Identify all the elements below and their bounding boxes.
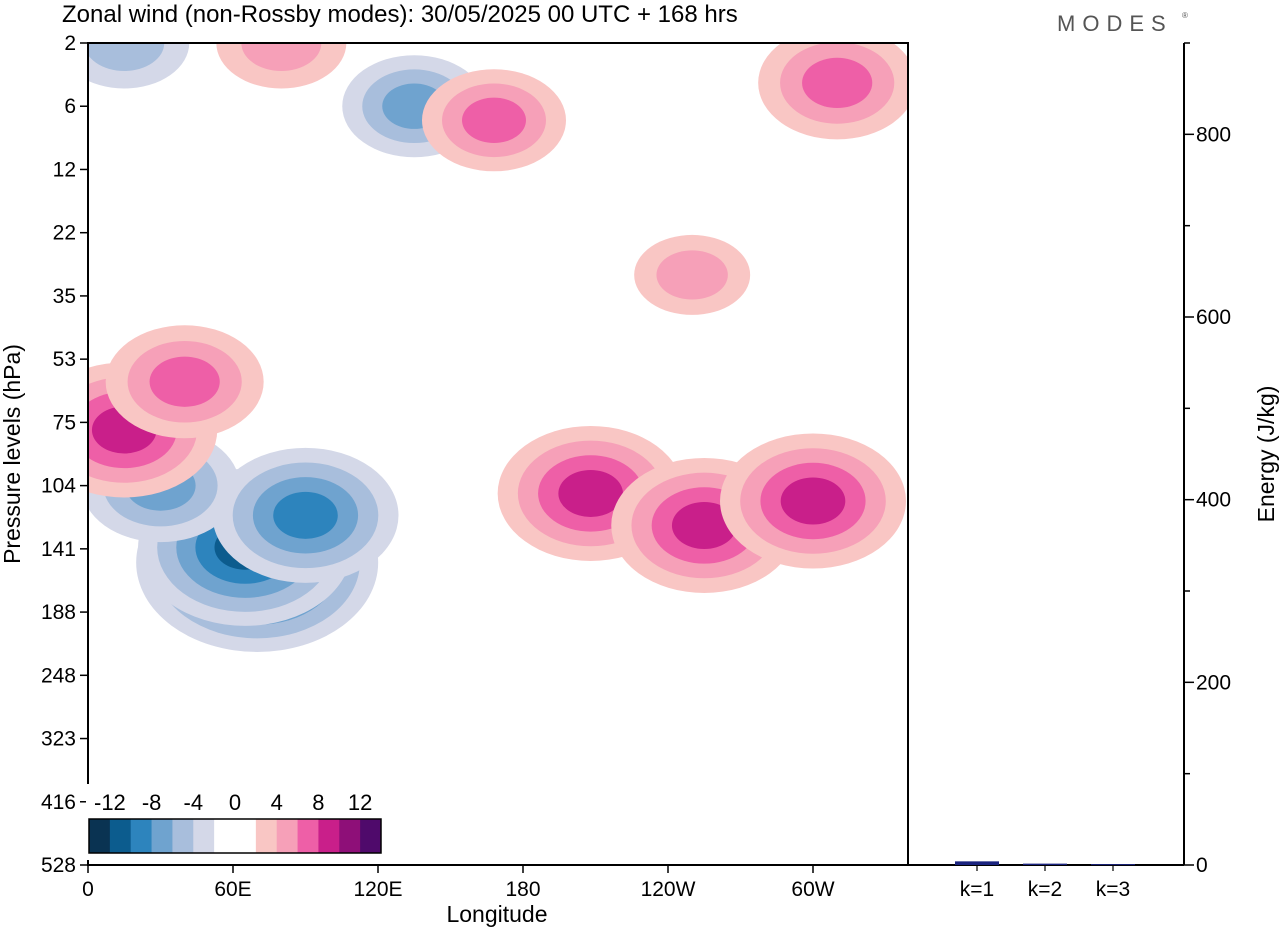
x-tick-label: 120W xyxy=(641,878,696,901)
wind-contour-4-1 xyxy=(88,43,165,71)
colorbar-cell xyxy=(360,819,382,853)
y-tick-label: 141 xyxy=(41,538,76,561)
modes-logo: MODES ® xyxy=(1057,11,1188,36)
wind-contour-13-3 xyxy=(780,477,846,525)
colorbar-frame xyxy=(88,818,382,854)
wind-contour-8-1 xyxy=(241,43,322,71)
energy-axis-label: Energy (J/kg) xyxy=(1253,386,1279,523)
wind-contour-3-3 xyxy=(273,491,338,539)
x-tick-label: 0 xyxy=(82,878,94,901)
wind-contour-7-2 xyxy=(149,356,220,407)
y-tick-label: 104 xyxy=(41,475,76,498)
colorbar-cell xyxy=(297,819,319,853)
energy-bar-2 xyxy=(1023,863,1067,865)
y-axis-label: Pressure levels (hPa) xyxy=(0,344,25,564)
contour-plot: 0 60E 120E 180 120W 60W 2 6 12 22 35 53 75 104 141 188… xyxy=(41,32,909,901)
wind-contour-11-3 xyxy=(558,469,623,517)
energy-tick-label: 800 xyxy=(1196,123,1231,146)
colorbar-label: 0 xyxy=(229,790,241,815)
wind-contour-12-3 xyxy=(671,501,737,549)
colorbar-label: 4 xyxy=(271,790,283,815)
y-tick-label: 6 xyxy=(64,95,76,118)
colorbar-cell xyxy=(151,819,173,853)
colorbar-cell xyxy=(276,819,298,853)
energy-bar-label: k=1 xyxy=(960,878,994,901)
colorbar-cell xyxy=(339,819,361,853)
wind-contour-10-2 xyxy=(802,57,873,108)
y-tick-label: 2 xyxy=(64,32,76,55)
y-tick-label: 53 xyxy=(53,348,76,371)
y-tick-label: 416 xyxy=(41,791,76,814)
energy-tick-label: 200 xyxy=(1196,671,1231,694)
colorbar-cells xyxy=(89,819,382,853)
colorbar-label: 8 xyxy=(312,790,324,815)
colorbar-cell xyxy=(193,819,215,853)
colorbar-label: -8 xyxy=(142,790,162,815)
energy-bar-1 xyxy=(955,861,999,865)
y-tick-label: 75 xyxy=(53,411,76,434)
colorbar-label: -12 xyxy=(94,790,126,815)
colorbar-labels: -12 -8 -4 0 4 8 12 xyxy=(94,790,372,815)
y-tick-label: 188 xyxy=(41,601,76,624)
energy-panel: k=1 k=2 k=3 0 200 400 600 800 Energy (J/kg) xyxy=(907,42,1279,901)
colorbar: -12 -8 -4 0 4 8 12 xyxy=(86,784,384,860)
y-tick-label: 323 xyxy=(41,728,76,751)
x-tick-label: 60W xyxy=(791,878,834,901)
wind-contour-9-2 xyxy=(462,97,526,143)
energy-bar-3 xyxy=(1091,864,1135,866)
energy-bar-label: k=2 xyxy=(1028,878,1062,901)
colorbar-cell xyxy=(235,819,257,853)
colorbar-cell xyxy=(89,819,111,853)
colorbar-cell xyxy=(109,819,132,853)
x-axis-label: Longitude xyxy=(446,901,547,927)
y-tick-label: 12 xyxy=(53,158,76,181)
logo-registered-mark: ® xyxy=(1182,11,1188,20)
chart-title: Zonal wind (non-Rossby modes): 30/05/202… xyxy=(62,1,738,28)
y-tick-label: 35 xyxy=(53,285,76,308)
x-tick-label: 180 xyxy=(505,878,540,901)
wind-contour-14-1 xyxy=(656,250,728,300)
x-tick-label: 60E xyxy=(214,878,251,901)
colorbar-cell xyxy=(255,819,278,853)
wind-field xyxy=(88,43,908,652)
colorbar-cell xyxy=(318,819,340,853)
x-axis-ticks: 0 60E 120E 180 120W 60W xyxy=(82,865,835,901)
energy-tick-label: 0 xyxy=(1196,854,1208,877)
colorbar-label: 12 xyxy=(348,790,372,815)
energy-tick-label: 600 xyxy=(1196,306,1231,329)
y-tick-label: 248 xyxy=(41,664,76,687)
y-axis-ticks: 2 6 12 22 35 53 75 104 141 188 248 323 416 528 xyxy=(41,32,88,877)
y-tick-label: 22 xyxy=(53,222,76,245)
y-tick-label: 528 xyxy=(41,854,76,877)
colorbar-cell xyxy=(130,819,152,853)
energy-bars xyxy=(955,861,1135,866)
logo-text: MODES xyxy=(1057,11,1173,36)
colorbar-cell xyxy=(172,819,194,853)
colorbar-label: -4 xyxy=(184,790,204,815)
energy-bar-label: k=3 xyxy=(1096,878,1130,901)
x-tick-label: 120E xyxy=(353,878,402,901)
energy-bar-labels: k=1 k=2 k=3 xyxy=(960,865,1130,901)
colorbar-cell xyxy=(214,819,236,853)
energy-y-ticks: 0 200 400 600 800 xyxy=(1184,42,1231,877)
energy-tick-label: 400 xyxy=(1196,489,1231,512)
